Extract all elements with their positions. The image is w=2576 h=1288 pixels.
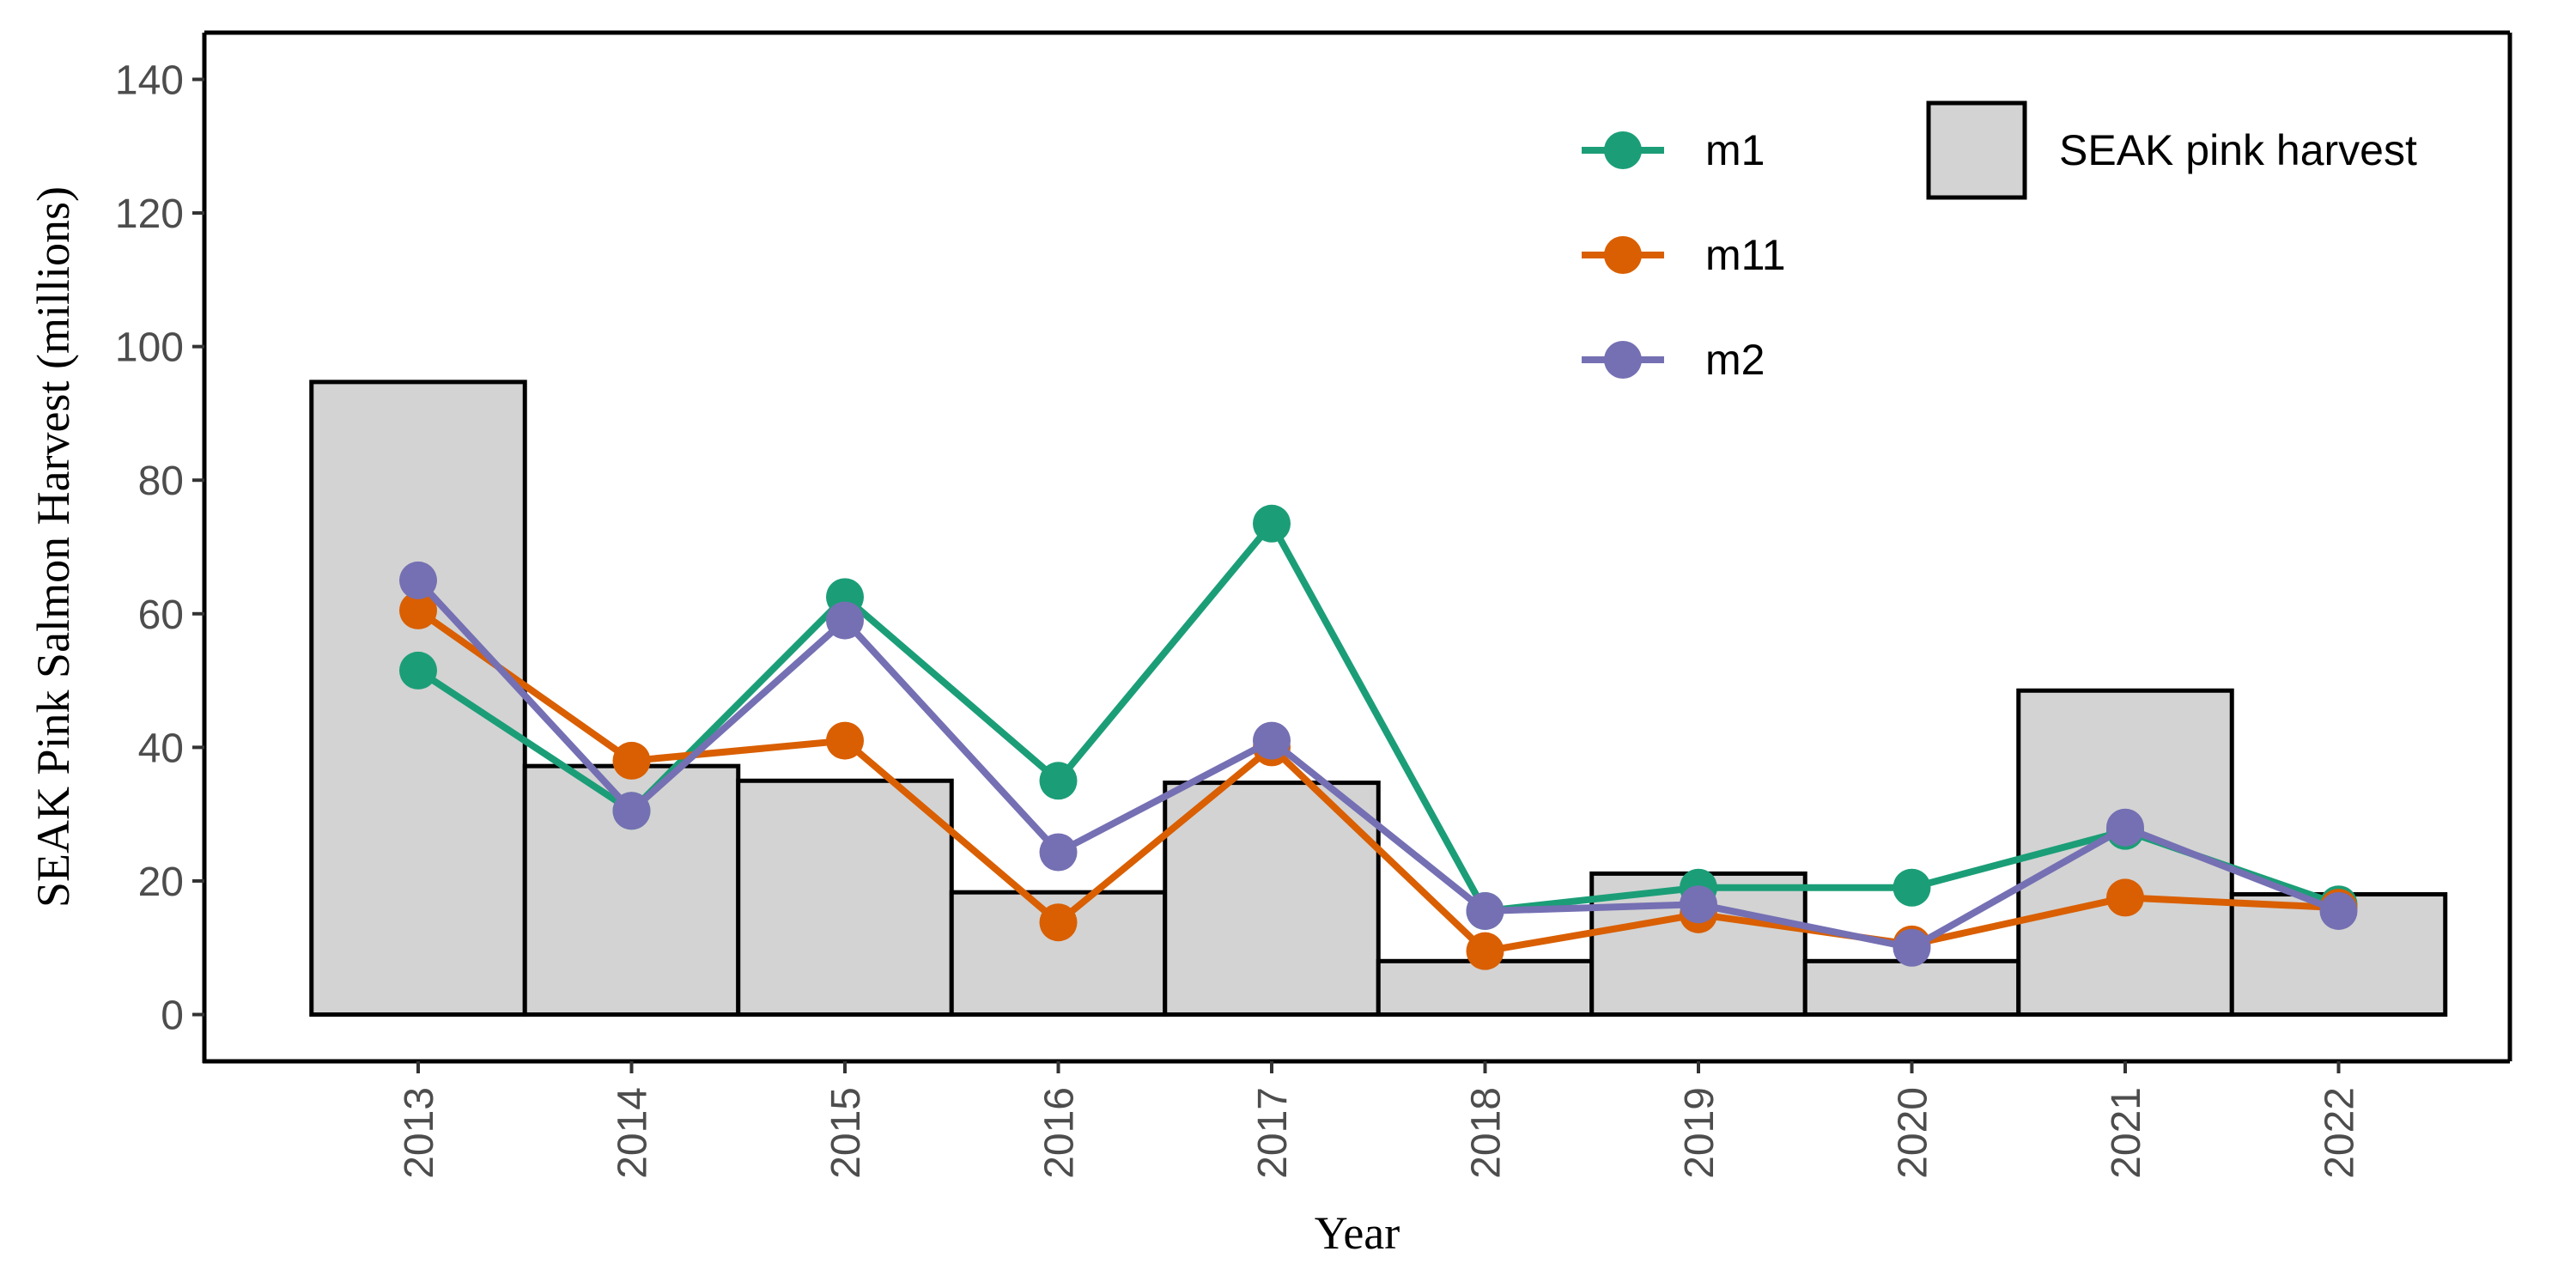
- point-m1-2017: [1253, 504, 1291, 543]
- y-tick-label: 40: [138, 726, 184, 771]
- bar-2020: [1802, 958, 2021, 1018]
- bar-2015: [736, 778, 954, 1018]
- legend-label-m2: m2: [1705, 336, 1765, 384]
- x-tick-label: 2020: [1891, 1087, 1936, 1179]
- series-line-m1: [416, 519, 2340, 914]
- legend-swatch-bars: [1926, 100, 2027, 200]
- x-tick-label: 2018: [1464, 1087, 1510, 1179]
- y-tick-label: 140: [115, 58, 184, 103]
- axes-layer: 0 20 40 60 80 100 120 140 2013 2014 2015 2016 2017 20…: [115, 30, 2512, 1179]
- legend: m1 m11 m2 SEAK pink harvest: [1582, 100, 2417, 384]
- point-m2-2019: [1680, 885, 1717, 924]
- legend-point-m2: [1604, 341, 1642, 379]
- point-m2-2017: [1253, 721, 1291, 760]
- legend-point-m1: [1604, 131, 1642, 169]
- lines-layer: [399, 504, 2358, 970]
- x-tick-label: 2021: [2104, 1087, 2149, 1179]
- point-m11-2014: [612, 741, 651, 780]
- x-tick-label: 2019: [1677, 1087, 1722, 1179]
- legend-label-m11: m11: [1705, 231, 1786, 279]
- point-m1-2020: [1893, 868, 1931, 907]
- legend-point-m11: [1604, 236, 1642, 274]
- y-tick-label: 80: [138, 459, 184, 504]
- y-tick-label: 60: [138, 592, 184, 638]
- x-tick-label: 2017: [1250, 1087, 1296, 1179]
- x-axis-title: Year: [1315, 1207, 1400, 1259]
- y-tick-label: 20: [138, 860, 184, 905]
- y-axis-title: SEAK Pink Salmon Harvest (millions): [27, 186, 79, 908]
- point-m11-2013: [399, 591, 437, 629]
- point-m2-2016: [1039, 833, 1078, 872]
- point-m2-2021: [2106, 808, 2144, 847]
- x-tick-label: 2016: [1037, 1087, 1083, 1179]
- point-m11-2021: [2106, 878, 2144, 917]
- point-m11-2018: [1466, 932, 1504, 970]
- x-tick-label: 2013: [397, 1087, 442, 1179]
- point-m2-2014: [612, 792, 651, 830]
- point-m1-2013: [399, 651, 437, 690]
- series-line-m2: [416, 578, 2340, 951]
- bars-layer: [309, 380, 2448, 1018]
- x-tick-label: 2015: [823, 1087, 869, 1179]
- point-m11-2015: [826, 721, 864, 760]
- x-tick-label: 2014: [611, 1087, 656, 1179]
- point-m2-2020: [1893, 928, 1931, 967]
- x-tick-label: 2022: [2318, 1087, 2363, 1179]
- point-m11-2016: [1039, 903, 1078, 942]
- legend-label-bars: SEAK pink harvest: [2059, 126, 2417, 174]
- y-tick-label: 100: [115, 325, 184, 371]
- point-m2-2015: [826, 601, 864, 640]
- point-m2-2022: [2319, 891, 2358, 930]
- bar-2013: [309, 380, 527, 1018]
- legend-label-m1: m1: [1705, 126, 1765, 174]
- point-m2-2013: [399, 561, 437, 599]
- bar-2017: [1163, 781, 1381, 1018]
- y-tick-label: 120: [115, 191, 184, 237]
- series-line-m11: [416, 607, 2339, 955]
- point-m2-2018: [1466, 891, 1504, 930]
- point-m1-2016: [1039, 762, 1078, 800]
- y-tick-label: 0: [161, 993, 184, 1039]
